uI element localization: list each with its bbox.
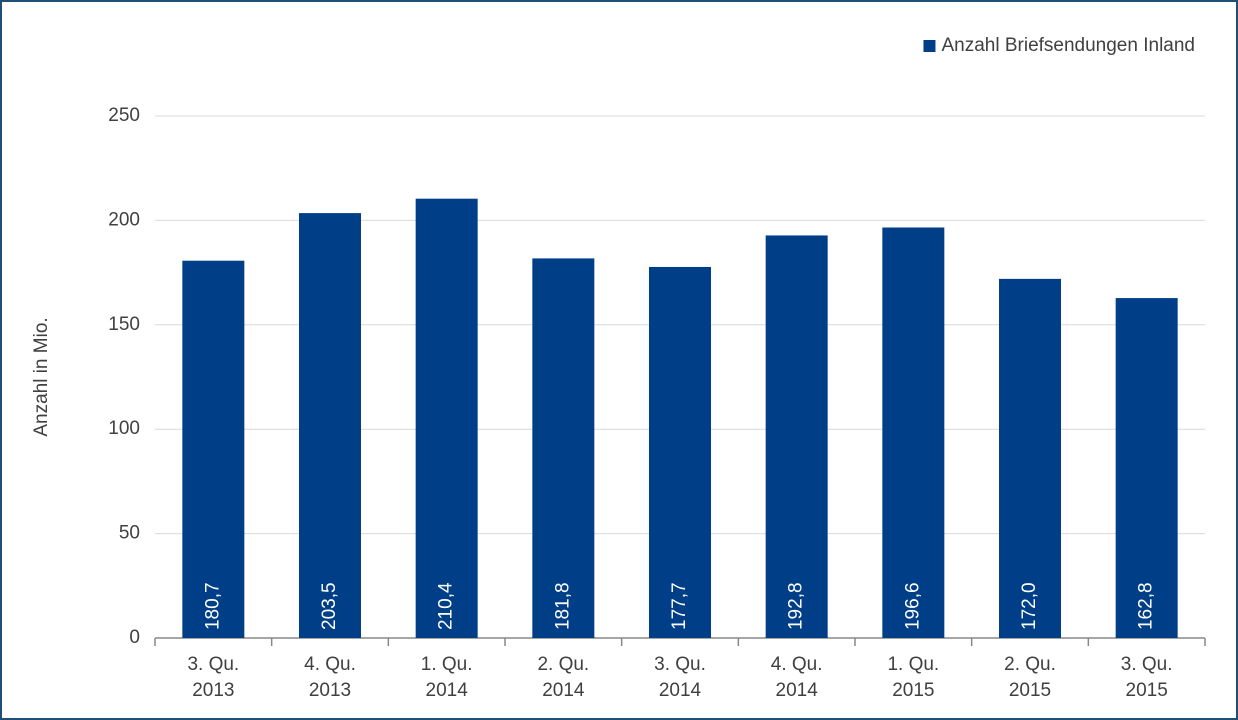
- x-tick-label-line: 2015: [892, 680, 934, 701]
- x-tick-label-line: 3. Qu.: [654, 654, 706, 675]
- bar: [182, 260, 245, 638]
- x-tick-label: 3. Qu. 2013: [187, 654, 239, 701]
- x-tick-label-line: 2014: [776, 680, 819, 701]
- data-label: 210,4: [436, 582, 457, 630]
- x-tick-label-line: 2. Qu.: [537, 654, 589, 675]
- bar: [999, 278, 1061, 638]
- x-tick-label-line: 1. Qu.: [421, 654, 473, 675]
- x-tick-label: 3. Qu. 2015: [1121, 654, 1173, 701]
- y-tick-label: 250: [108, 105, 140, 126]
- x-tick-label-line: 4. Qu.: [304, 654, 356, 675]
- x-tick-label-line: 2014: [542, 680, 585, 701]
- data-label: 196,6: [902, 582, 923, 630]
- bar: [765, 235, 828, 638]
- data-label: 180,7: [202, 582, 223, 630]
- x-tick-label: 4. Qu. 2013: [304, 654, 356, 701]
- y-tick-label: 50: [119, 523, 140, 544]
- legend-label: Anzahl Briefsendungen Inland: [941, 35, 1195, 56]
- bar: [649, 266, 711, 638]
- data-label: 203,5: [319, 582, 340, 630]
- x-tick-label: 2. Qu. 2015: [1004, 654, 1056, 701]
- data-label: 172,0: [1019, 582, 1040, 630]
- x-tick-label: 2. Qu. 2014: [537, 654, 589, 701]
- data-label: 181,8: [552, 582, 573, 630]
- y-tick-label: 100: [108, 418, 140, 439]
- data-label: 162,8: [1136, 582, 1157, 630]
- x-tick-label-line: 4. Qu.: [771, 654, 823, 675]
- y-axis-title: Anzahl in Mio.: [31, 317, 52, 436]
- x-tick-label: 1. Qu. 2014: [421, 654, 473, 701]
- y-tick-label: 200: [108, 209, 140, 230]
- x-tick-label-line: 3. Qu.: [187, 654, 239, 675]
- bar: [299, 213, 361, 639]
- x-tick-label-line: 2014: [659, 680, 702, 701]
- data-label: 192,8: [786, 582, 807, 630]
- x-tick-label-line: 2013: [309, 680, 351, 701]
- bar: [532, 258, 595, 638]
- x-tick-label-line: 1. Qu.: [887, 654, 939, 675]
- x-tick-label-line: 2015: [1126, 680, 1168, 701]
- x-tick-label: 1. Qu. 2015: [887, 654, 939, 701]
- bar: [882, 227, 945, 638]
- x-tick-label-line: 2. Qu.: [1004, 654, 1056, 675]
- x-tick-label: 3. Qu. 2014: [654, 654, 706, 701]
- bar: [1115, 298, 1178, 638]
- legend-swatch: [923, 40, 936, 52]
- y-tick-label: 0: [129, 627, 140, 648]
- data-label: 177,7: [669, 582, 690, 630]
- bar: [415, 198, 478, 638]
- x-tick-label-line: 2013: [192, 680, 234, 701]
- x-tick-label-line: 2015: [1009, 680, 1051, 701]
- x-tick-label-line: 2014: [426, 680, 469, 701]
- x-tick-label-line: 3. Qu.: [1121, 654, 1173, 675]
- x-tick-label: 4. Qu. 2014: [771, 654, 823, 701]
- y-tick-label: 150: [108, 314, 140, 335]
